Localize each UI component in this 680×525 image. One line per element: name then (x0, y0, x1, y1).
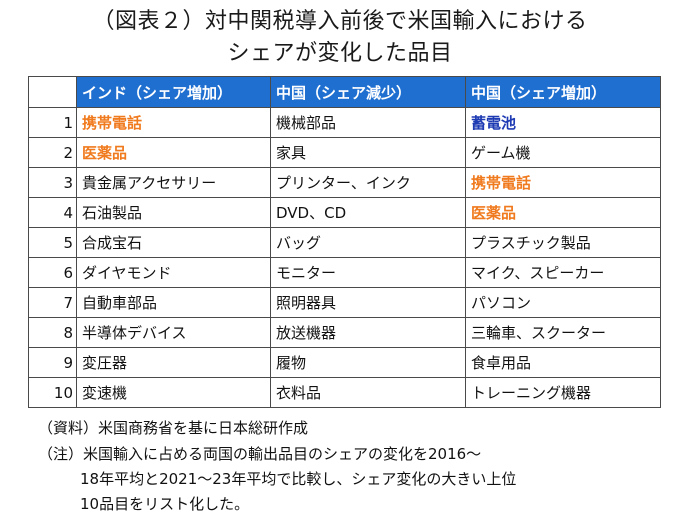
china-increase-cell: 食卓用品 (465, 347, 661, 378)
rank-cell: 7 (28, 287, 77, 318)
china-decrease-cell: プリンター、インク (270, 167, 466, 198)
footnote-line1: （注）米国輸入に占める両国の輸出品目のシェアの変化を2016～ (38, 445, 482, 463)
table-row: 8 半導体デバイス 放送機器 三輪車、スクーター (28, 317, 661, 348)
rank-cell: 3 (28, 167, 77, 198)
share-change-table: インド（シェア増加） 中国（シェア減少） 中国（シェア増加） 1 携帯電話 機械… (28, 76, 661, 408)
source-note: （資料）米国商務省を基に日本総研作成 (38, 419, 309, 437)
china-increase-cell: 携帯電話 (465, 167, 661, 198)
rank-cell: 1 (28, 107, 77, 138)
india-increase-cell: ダイヤモンド (76, 257, 271, 288)
table-header-row: インド（シェア増加） 中国（シェア減少） 中国（シェア増加） (28, 76, 661, 108)
rank-cell: 9 (28, 347, 77, 378)
india-increase-cell: 医薬品 (76, 137, 271, 168)
china-decrease-cell: 照明器具 (270, 287, 466, 318)
table-row: 9 変圧器 履物 食卓用品 (28, 347, 661, 378)
rank-cell: 5 (28, 227, 77, 258)
header-india-increase: インド（シェア増加） (76, 76, 271, 108)
table-row: 6 ダイヤモンド モニター マイク、スピーカー (28, 257, 661, 288)
india-increase-cell: 変圧器 (76, 347, 271, 378)
figure-title-line2: シェアが変化した品目 (227, 41, 453, 66)
china-decrease-cell: DVD、CD (270, 197, 466, 228)
header-china-increase: 中国（シェア増加） (465, 76, 661, 108)
china-decrease-cell: 衣料品 (270, 377, 466, 408)
india-increase-cell: 自動車部品 (76, 287, 271, 318)
india-increase-cell: 携帯電話 (76, 107, 271, 138)
table-row: 2 医薬品 家具 ゲーム機 (28, 137, 661, 168)
china-decrease-cell: 放送機器 (270, 317, 466, 348)
china-decrease-cell: 機械部品 (270, 107, 466, 138)
table-row: 5 合成宝石 バッグ プラスチック製品 (28, 227, 661, 258)
table-row: 3 貴金属アクセサリー プリンター、インク 携帯電話 (28, 167, 661, 198)
table-row: 4 石油製品 DVD、CD 医薬品 (28, 197, 661, 228)
china-increase-cell: トレーニング機器 (465, 377, 661, 408)
china-decrease-cell: 家具 (270, 137, 466, 168)
india-increase-cell: 半導体デバイス (76, 317, 271, 348)
china-increase-cell: 蓄電池 (465, 107, 661, 138)
table-row: 1 携帯電話 機械部品 蓄電池 (28, 107, 661, 138)
china-increase-cell: 三輪車、スクーター (465, 317, 661, 348)
figure-title-line1: （図表２）対中関税導入前後で米国輸入における (92, 9, 588, 34)
rank-cell: 8 (28, 317, 77, 348)
china-increase-cell: パソコン (465, 287, 661, 318)
header-corner-cell (28, 76, 77, 108)
india-increase-cell: 変速機 (76, 377, 271, 408)
china-decrease-cell: バッグ (270, 227, 466, 258)
china-increase-cell: プラスチック製品 (465, 227, 661, 258)
footnote-line3: 10品目をリスト化した。 (80, 495, 250, 513)
footnote-line2: 18年平均と2021～23年平均で比較し、シェア変化の大きい上位 (80, 470, 517, 488)
china-decrease-cell: 履物 (270, 347, 466, 378)
china-increase-cell: ゲーム機 (465, 137, 661, 168)
china-increase-cell: マイク、スピーカー (465, 257, 661, 288)
rank-cell: 4 (28, 197, 77, 228)
table-row: 7 自動車部品 照明器具 パソコン (28, 287, 661, 318)
china-increase-cell: 医薬品 (465, 197, 661, 228)
rank-cell: 10 (28, 377, 77, 408)
table-row: 10 変速機 衣料品 トレーニング機器 (28, 377, 661, 408)
india-increase-cell: 石油製品 (76, 197, 271, 228)
india-increase-cell: 合成宝石 (76, 227, 271, 258)
china-decrease-cell: モニター (270, 257, 466, 288)
header-china-decrease: 中国（シェア減少） (270, 76, 466, 108)
india-increase-cell: 貴金属アクセサリー (76, 167, 271, 198)
rank-cell: 2 (28, 137, 77, 168)
rank-cell: 6 (28, 257, 77, 288)
